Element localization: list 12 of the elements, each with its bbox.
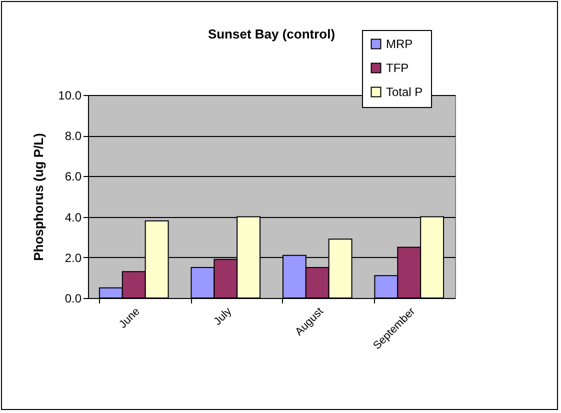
y-tick-label: 8.0 — [64, 129, 82, 144]
x-tick-label: July — [212, 305, 234, 328]
y-axis-title: Phosphorus (ug P/L) — [31, 133, 46, 261]
y-tick-label: 0.0 — [64, 292, 82, 306]
legend-label: Total P — [386, 85, 423, 99]
y-tick-label: 2.0 — [64, 250, 82, 265]
y-tick-label: 10.0 — [58, 88, 82, 102]
y-tick-label: 6.0 — [64, 170, 82, 184]
chart-title: Sunset Bay (control) — [208, 26, 336, 42]
legend-label: MRP — [386, 37, 413, 51]
y-tick-label: 4.0 — [64, 210, 82, 224]
legend-label: TFP — [386, 61, 409, 75]
